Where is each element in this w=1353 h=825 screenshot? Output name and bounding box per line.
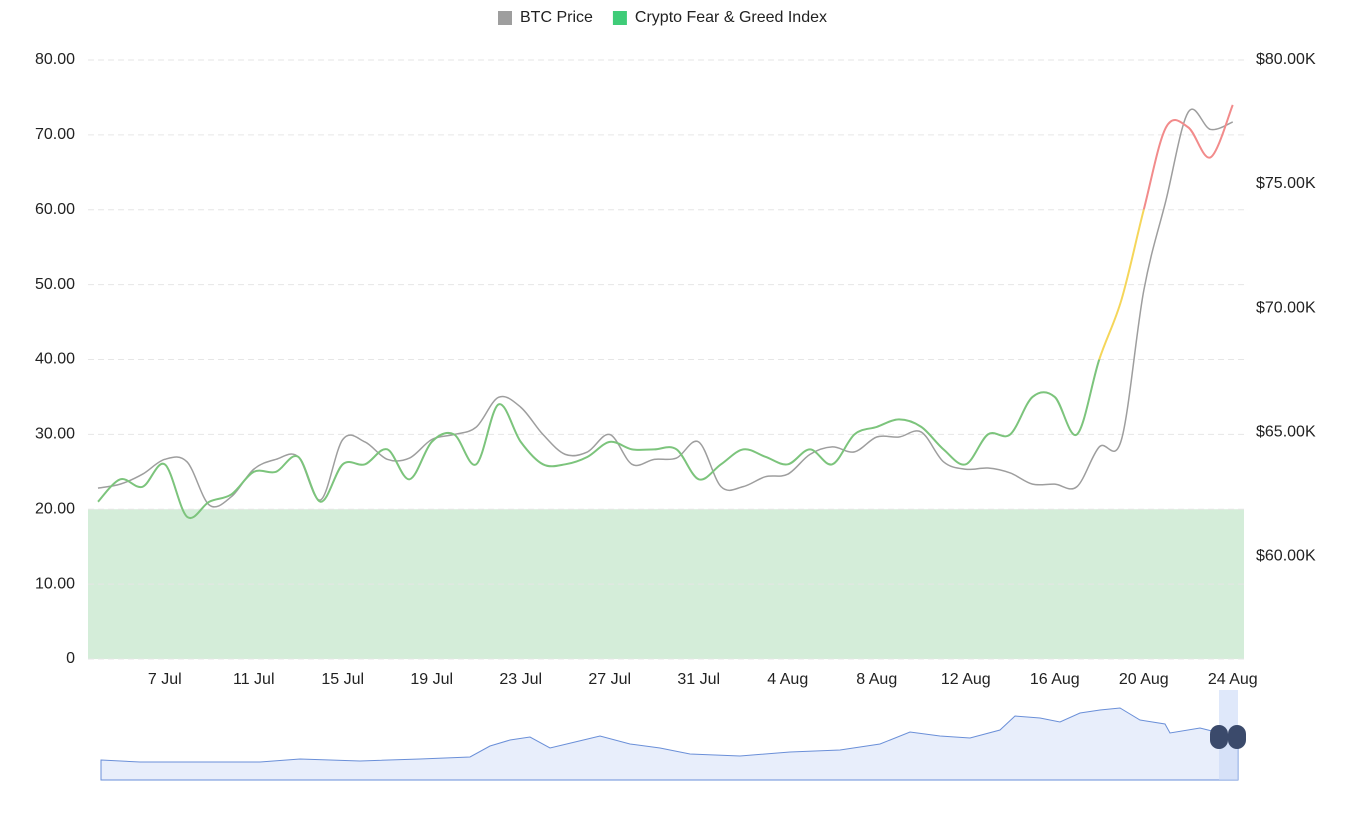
- y2-tick-label: $65.00K: [1256, 423, 1316, 440]
- y2-tick-label: $70.00K: [1256, 299, 1316, 316]
- x-tick-label: 19 Jul: [410, 671, 453, 688]
- y-tick-label: 50.00: [35, 276, 75, 293]
- x-tick-label: 20 Aug: [1119, 671, 1169, 688]
- x-tick-label: 24 Aug: [1208, 671, 1258, 688]
- navigator-handle[interactable]: [1228, 725, 1246, 749]
- y-tick-label: 80.00: [35, 51, 75, 68]
- x-tick-label: 4 Aug: [767, 671, 808, 688]
- navigator-area: [100, 707, 1239, 781]
- series-line: [97, 108, 1234, 508]
- navigator-handle[interactable]: [1210, 725, 1228, 749]
- x-tick-label: 27 Jul: [588, 671, 631, 688]
- y-tick-label: 30.00: [35, 426, 75, 443]
- x-tick-label: 12 Aug: [941, 671, 991, 688]
- x-tick-label: 15 Jul: [321, 671, 364, 688]
- y-tick-label: 20.00: [35, 500, 75, 517]
- legend-swatch: [498, 11, 512, 25]
- x-tick-label: 31 Jul: [677, 671, 720, 688]
- y-tick-label: 60.00: [35, 201, 75, 218]
- legend-label: BTC Price: [520, 9, 593, 26]
- y2-tick-label: $75.00K: [1256, 175, 1316, 192]
- y-tick-label: 0: [66, 650, 75, 667]
- legend-swatch: [612, 11, 627, 25]
- legend-label: Crypto Fear & Greed Index: [635, 9, 827, 26]
- y-tick-label: 40.00: [35, 351, 75, 368]
- y2-tick-label: $80.00K: [1256, 51, 1316, 68]
- y-tick-label: 70.00: [35, 126, 75, 143]
- x-tick-label: 7 Jul: [148, 671, 182, 688]
- x-tick-label: 23 Jul: [499, 671, 542, 688]
- x-tick-label: 11 Jul: [233, 671, 275, 688]
- navigator: [100, 690, 1246, 781]
- series-line: [97, 104, 1234, 520]
- y-tick-label: 10.00: [35, 575, 75, 592]
- y2-tick-label: $60.00K: [1256, 547, 1316, 564]
- x-tick-label: 16 Aug: [1030, 671, 1080, 688]
- x-tick-label: 8 Aug: [856, 671, 897, 688]
